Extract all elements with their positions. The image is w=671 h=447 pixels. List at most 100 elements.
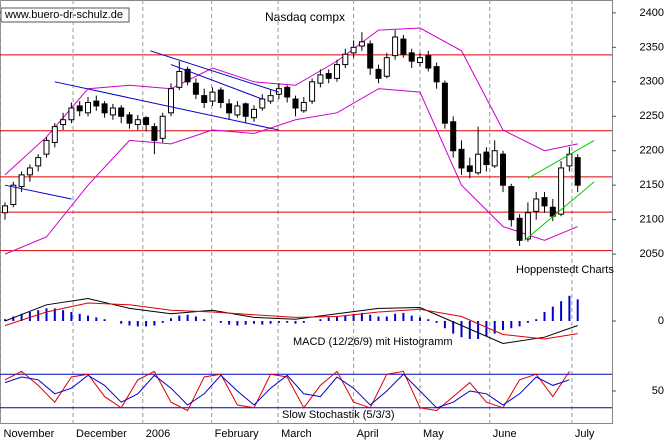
candle-body xyxy=(101,103,108,114)
candle-body xyxy=(159,115,166,139)
candle-body xyxy=(10,184,17,205)
macd-line xyxy=(4,302,578,340)
candle-body xyxy=(450,121,457,152)
candle-body xyxy=(234,105,241,116)
candle-body xyxy=(441,82,448,124)
candle-body xyxy=(574,157,581,186)
candle-body xyxy=(508,186,515,221)
candle-body xyxy=(18,174,25,188)
macd-line xyxy=(4,297,578,345)
x-tick-label: November xyxy=(4,428,55,440)
candle-body xyxy=(60,119,67,126)
candle-body xyxy=(375,68,382,79)
candle-body xyxy=(226,103,233,114)
trend-line xyxy=(524,181,595,241)
candle-body xyxy=(458,148,465,169)
candle-body xyxy=(251,108,257,119)
x-tick-label: March xyxy=(281,428,312,440)
candle-body xyxy=(300,101,307,112)
candle-body xyxy=(358,41,365,47)
candle-body xyxy=(151,126,158,141)
credit: Hoppenstedt Charts xyxy=(516,264,614,276)
candle-body xyxy=(383,57,390,77)
candle-body xyxy=(201,95,208,103)
candle-body xyxy=(392,36,399,57)
candle-body xyxy=(417,57,423,64)
candle-body xyxy=(400,38,407,55)
candle-body xyxy=(284,86,291,98)
candle-body xyxy=(126,114,133,124)
candle-body xyxy=(334,64,340,79)
candle-body xyxy=(267,95,274,102)
candle-body xyxy=(433,66,440,83)
candle-body xyxy=(367,43,374,69)
x-tick-label: April xyxy=(357,428,379,440)
candle-body xyxy=(516,217,523,241)
y-tick-label: 50 xyxy=(652,385,664,397)
x-tick-label: June xyxy=(493,428,517,440)
trend-line xyxy=(170,64,263,100)
candle-body xyxy=(118,107,125,117)
stoch-line xyxy=(4,373,570,409)
candle-body xyxy=(242,103,249,117)
candle-body xyxy=(558,167,565,215)
candle-body xyxy=(491,150,498,167)
x-tick-label: 2006 xyxy=(146,428,170,440)
candle-body xyxy=(259,98,266,109)
candle-body xyxy=(483,151,490,166)
candle-body xyxy=(93,100,100,107)
stoch-title: Slow Stochastik (5/3/3) xyxy=(282,409,395,421)
macd-title: MACD (12/26/9) mit Histogramm xyxy=(293,336,453,348)
candle-body xyxy=(342,53,349,66)
candle-body xyxy=(533,198,540,212)
y-tick-label: 2050 xyxy=(640,248,664,260)
candle-body xyxy=(43,139,50,155)
candle-body xyxy=(76,105,83,112)
y-tick-label: 2250 xyxy=(640,110,664,122)
candle-body xyxy=(68,107,75,121)
candle-body xyxy=(109,107,116,116)
trend-line xyxy=(527,139,595,179)
y-tick-label: 2100 xyxy=(640,214,664,226)
candle-body xyxy=(500,153,506,186)
candle-body xyxy=(541,197,548,207)
candle-body xyxy=(309,81,316,102)
y-tick-label: 2300 xyxy=(640,76,664,88)
candle-body xyxy=(35,157,42,167)
x-tick-label: December xyxy=(76,428,127,440)
bollinger-band xyxy=(4,88,578,255)
candle-body xyxy=(134,119,141,126)
candle-body xyxy=(26,167,33,176)
y-tick-label: 2350 xyxy=(640,41,664,53)
candle-body xyxy=(2,205,8,214)
candle-body xyxy=(168,88,174,114)
candle-body xyxy=(184,68,191,83)
trend-line xyxy=(150,50,280,93)
y-tick-label: 2150 xyxy=(640,179,664,191)
candle-body xyxy=(408,52,415,62)
x-tick-label: February xyxy=(215,428,260,440)
candle-body xyxy=(176,70,183,88)
candle-body xyxy=(475,153,482,174)
candle-body xyxy=(317,74,324,84)
source: www.buero-dr-schulz.de xyxy=(4,9,123,21)
candle-body xyxy=(143,117,150,126)
y-tick-label: 2200 xyxy=(640,145,664,157)
candle-body xyxy=(217,89,224,103)
y-tick-label: 2400 xyxy=(640,7,664,19)
chart-title: Nasdaq compx xyxy=(265,10,345,24)
candle-body xyxy=(325,73,332,79)
trend-line xyxy=(54,81,280,131)
candle-body xyxy=(350,46,357,54)
candle-body xyxy=(85,101,91,114)
stoch-line xyxy=(4,370,570,412)
bollinger-band xyxy=(4,27,578,176)
candle-body xyxy=(51,126,58,143)
x-tick-label: May xyxy=(423,428,444,440)
candle-body xyxy=(425,55,432,69)
candle-body xyxy=(292,98,299,109)
y-tick-label: 0 xyxy=(658,315,664,327)
trend-line xyxy=(4,184,72,200)
x-tick-label: July xyxy=(575,428,595,440)
